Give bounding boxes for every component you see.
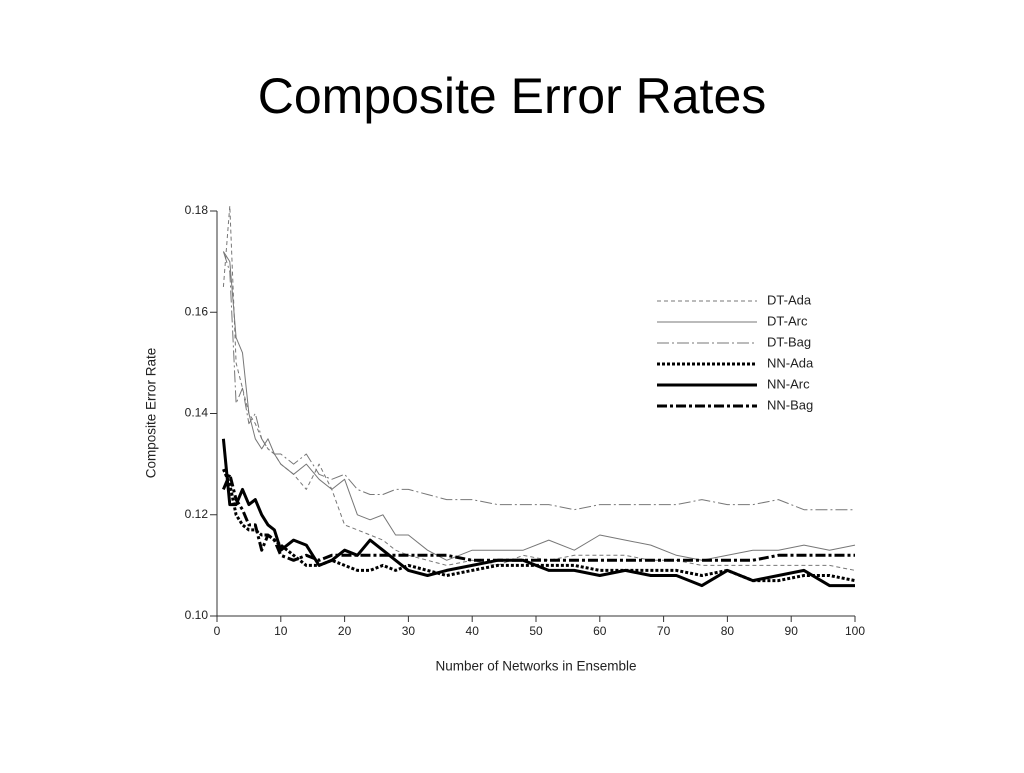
legend-label: DT-Arc [767, 313, 808, 328]
x-tick-label: 40 [466, 624, 480, 638]
y-tick-label: 0.16 [185, 304, 209, 318]
legend-label: NN-Ada [767, 355, 814, 370]
x-axis-label: Number of Networks in Ensemble [435, 659, 636, 674]
legend-label: DT-Ada [767, 292, 812, 307]
x-tick-label: 90 [785, 624, 799, 638]
x-tick-label: 60 [593, 624, 607, 638]
series-line [222, 205, 856, 571]
x-tick-label: 10 [274, 624, 288, 638]
x-tick-label: 50 [529, 624, 543, 638]
y-tick-label: 0.14 [185, 406, 209, 420]
y-axis-label: Composite Error Rate [144, 348, 159, 479]
series-line [221, 438, 855, 588]
series-line [222, 251, 856, 561]
series-line [222, 468, 856, 583]
y-tick-label: 0.10 [185, 608, 209, 622]
y-tick-label: 0.12 [185, 507, 209, 521]
series-line [222, 251, 855, 511]
chart-title: Composite Error Rates [258, 68, 767, 124]
x-tick-label: 80 [721, 624, 735, 638]
y-tick-label: 0.18 [185, 203, 209, 217]
x-tick-label: 30 [402, 624, 416, 638]
legend-label: NN-Bag [767, 397, 813, 412]
series-line [222, 472, 855, 562]
legend-label: DT-Bag [767, 334, 811, 349]
x-tick-label: 100 [845, 624, 865, 638]
legend-label: NN-Arc [767, 376, 810, 391]
x-tick-label: 0 [214, 624, 221, 638]
x-tick-label: 70 [657, 624, 671, 638]
x-tick-label: 20 [338, 624, 352, 638]
